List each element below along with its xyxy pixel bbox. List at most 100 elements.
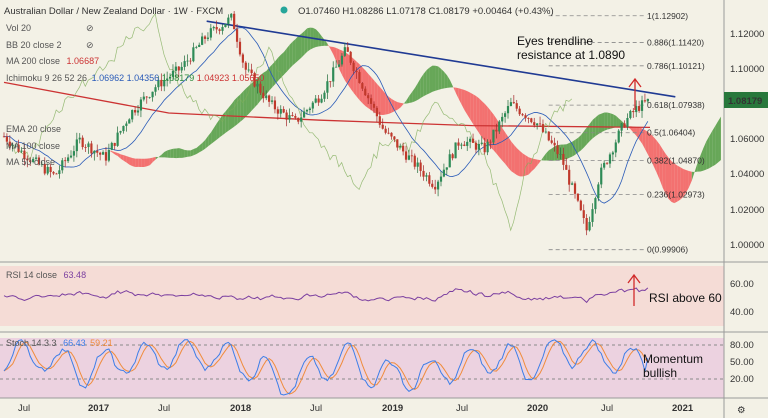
time-label: Jul: [158, 403, 170, 414]
candle-body: [151, 91, 154, 98]
candle-body: [364, 88, 367, 96]
candle-body: [131, 110, 134, 120]
candle-body: [492, 129, 495, 143]
candle-body: [160, 79, 163, 87]
cloud-segment: [613, 114, 617, 129]
candle-body: [265, 95, 268, 99]
candle-body: [384, 128, 387, 133]
cloud-segment: [109, 150, 113, 153]
cloud-segment: [193, 147, 197, 156]
cloud-segment: [534, 159, 538, 169]
cloud-segment: [569, 141, 573, 158]
candle-body: [227, 17, 230, 25]
eye-hidden-icon[interactable]: ⊘: [86, 23, 94, 33]
candle-body: [509, 102, 513, 107]
candle-body: [87, 143, 90, 148]
candle-body: [104, 152, 108, 161]
candle-body: [291, 115, 294, 116]
vol-legend[interactable]: Vol 20: [6, 23, 31, 33]
cloud-segment: [377, 83, 381, 115]
candle-body: [436, 181, 440, 190]
candle-body: [209, 28, 212, 38]
cloud-segment: [286, 44, 290, 72]
candle-body: [335, 66, 338, 68]
cloud-segment: [598, 113, 602, 134]
candle-body: [29, 160, 32, 162]
candle-body: [276, 109, 279, 114]
cloud-segment: [444, 71, 448, 89]
cloud-segment: [578, 135, 582, 153]
time-label: 2019: [382, 403, 403, 414]
hidden-indicator-legend[interactable]: MA 100 close: [6, 141, 60, 151]
cloud-segment: [330, 46, 334, 55]
cloud-segment: [461, 89, 465, 111]
hidden-indicator-legend[interactable]: MA 50 close: [6, 157, 55, 167]
candle-body: [317, 98, 320, 103]
candle-body: [314, 98, 317, 103]
candle-body: [358, 72, 361, 84]
cloud-segment: [470, 92, 474, 125]
cloud-segment: [222, 111, 226, 135]
eye-hidden-icon[interactable]: ⊘: [86, 40, 94, 50]
cloud-segment: [289, 41, 293, 69]
stoch-lines: [3, 339, 649, 396]
candles[interactable]: [2, 11, 649, 236]
candle-body: [326, 81, 329, 93]
cloud-segment: [184, 149, 188, 158]
cloud-segment: [566, 142, 570, 160]
cloud-segment: [715, 121, 719, 165]
candle-body: [46, 166, 49, 174]
fib-level-label: 0.5(1.06404): [647, 128, 695, 138]
candle-body: [58, 170, 61, 175]
candle-body: [471, 138, 475, 143]
candle-body: [320, 98, 323, 103]
candle-body: [626, 117, 629, 127]
cloud-segment: [572, 139, 576, 157]
cloud-segment: [403, 100, 407, 105]
fib-level-label: 0.382(1.04870): [647, 155, 705, 165]
candle-body: [154, 87, 157, 92]
cloud-segment: [691, 171, 695, 181]
cloud-segment: [697, 155, 701, 172]
cloud-segment: [248, 82, 252, 114]
cloud-segment: [511, 141, 515, 174]
gear-icon[interactable]: ⚙: [737, 405, 746, 416]
candle-body: [638, 106, 641, 111]
candle-body: [445, 167, 448, 170]
candle-body: [407, 155, 411, 160]
candle-body: [399, 145, 402, 148]
time-label: 2021: [672, 403, 694, 414]
time-label: 2020: [527, 403, 548, 414]
cloud-segment: [592, 117, 596, 139]
cloud-segment: [610, 113, 614, 129]
candle-body: [369, 98, 373, 104]
bb-legend[interactable]: BB 20 close 2: [6, 40, 62, 50]
candle-body: [253, 73, 256, 87]
cloud-segment: [415, 82, 418, 102]
fib-level-label: 0.236(1.02973): [647, 189, 705, 199]
cloud-segment: [275, 57, 279, 85]
cloud-segment: [365, 70, 369, 109]
cloud-segment: [651, 134, 654, 167]
cloud-segment: [333, 47, 337, 62]
trendline-annotation: resistance at 1.0890: [517, 48, 625, 62]
cloud-segment: [718, 116, 721, 163]
cloud-segment: [409, 91, 413, 103]
candle-body: [52, 172, 55, 174]
fib-level-label: 0(0.99906): [647, 245, 688, 255]
cloud-segment: [546, 150, 550, 161]
candle-body: [463, 144, 466, 146]
candle-body: [99, 152, 102, 155]
cloud-segment: [216, 118, 220, 140]
candle-body: [620, 123, 623, 131]
candle-body: [585, 217, 588, 231]
cloud-segment: [642, 128, 646, 150]
hidden-indicator-legend[interactable]: EMA 20 close: [6, 124, 61, 134]
cloud-segment: [211, 127, 215, 145]
ichimoku-legend[interactable]: Ichimoku 9 26 52 26 1.06962 1.04356 1.08…: [6, 73, 264, 83]
ma200-legend[interactable]: MA 200 close 1.06687: [6, 56, 99, 66]
candle-body: [101, 152, 105, 155]
cloud-segment: [126, 156, 130, 165]
cloud-segment: [616, 115, 619, 128]
